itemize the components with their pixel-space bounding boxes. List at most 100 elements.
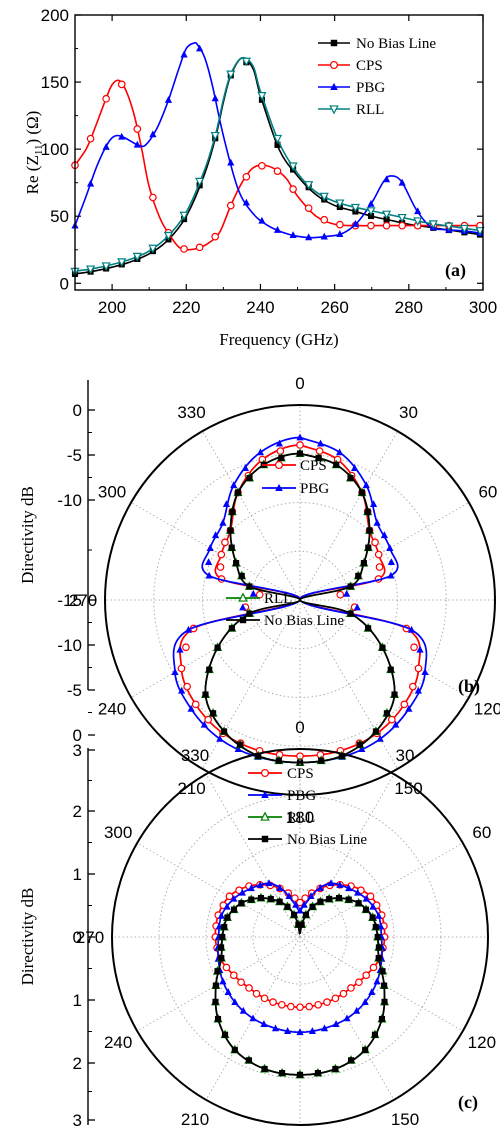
data-point <box>216 563 225 571</box>
panel-c: 03060901201501802102402703003303210123Di… <box>18 718 496 1126</box>
data-point <box>354 888 362 896</box>
data-point <box>148 244 158 254</box>
data-point <box>226 70 236 80</box>
data-point <box>369 902 377 910</box>
data-point <box>206 544 214 552</box>
data-point <box>273 167 282 175</box>
data-point <box>267 895 274 903</box>
data-point <box>369 500 378 508</box>
data-point <box>295 921 302 928</box>
data-point <box>210 710 217 717</box>
legend-marker <box>239 616 247 624</box>
data-point <box>276 883 284 891</box>
legend-marker <box>261 835 269 843</box>
legend: No Bias Line CPS PBG RLL <box>318 36 436 118</box>
data-point <box>212 998 219 1005</box>
data-point <box>233 560 240 567</box>
data-point <box>216 734 224 742</box>
angle-label: 60 <box>478 483 497 502</box>
data-point <box>367 221 375 230</box>
data-point <box>224 914 231 921</box>
data-point <box>231 1046 238 1053</box>
data-point <box>347 474 354 482</box>
grid-spoke <box>205 936 301 1101</box>
data-point <box>273 226 282 233</box>
legend-label: PBG <box>287 788 316 804</box>
data-point <box>222 500 231 508</box>
data-point <box>214 644 221 651</box>
outer-circle <box>111 748 489 1126</box>
data-point <box>296 759 304 766</box>
data-point <box>227 527 234 534</box>
data-point <box>117 80 126 89</box>
data-point <box>386 544 394 552</box>
y-axis-label: Re (Z11) (Ω) <box>23 111 45 195</box>
data-point <box>335 894 343 902</box>
grid-spoke <box>136 936 301 1032</box>
radial-tick-label: 1 <box>73 865 82 884</box>
legend-label: No Bias Line <box>356 36 436 52</box>
data-point <box>191 700 200 709</box>
data-point <box>373 518 381 526</box>
angle-label: 0 <box>295 718 304 737</box>
data-point <box>226 201 235 210</box>
data-point <box>258 216 266 224</box>
data-point <box>133 140 141 148</box>
grid-spoke <box>299 773 395 938</box>
y-axis-label: Directivity dB <box>18 486 37 584</box>
angle-label: 300 <box>104 823 132 842</box>
data-point <box>381 998 388 1005</box>
data-point <box>391 691 398 698</box>
data-point <box>195 243 204 252</box>
radial-tick-label: 2 <box>73 1054 82 1073</box>
legend-marker <box>260 811 270 821</box>
data-point <box>176 645 184 653</box>
grid-spoke <box>205 773 301 938</box>
data-point <box>332 1065 339 1073</box>
data-point <box>204 715 213 724</box>
data-point <box>234 489 242 496</box>
data-point <box>387 666 394 673</box>
data-point <box>285 892 293 900</box>
data-point <box>350 203 361 213</box>
grid-spoke <box>299 842 464 938</box>
data-point <box>255 752 262 760</box>
y-label-post: ) (Ω) <box>23 111 42 145</box>
data-point <box>101 262 111 272</box>
y-axis-label: Directivity dB <box>18 888 37 986</box>
data-point <box>275 439 284 447</box>
legend-marker <box>330 82 338 91</box>
data-point <box>387 558 395 566</box>
x-axis-label: Frequency (GHz) <box>219 330 338 349</box>
data-point <box>355 978 363 987</box>
radial-tick-label: 0 <box>73 928 82 947</box>
grid-spoke <box>299 502 470 601</box>
data-point <box>366 527 373 534</box>
radial-tick-label: 0 <box>73 401 82 420</box>
radial-tick-label: -5 <box>67 446 82 465</box>
legend-marker <box>260 768 270 778</box>
data-point <box>163 231 174 241</box>
legend-label: PBG <box>300 481 329 497</box>
data-point <box>332 1020 340 1028</box>
data-point <box>202 691 209 698</box>
data-point <box>336 590 345 599</box>
data-point <box>383 216 390 223</box>
data-point <box>221 1031 229 1038</box>
data-point <box>236 741 244 748</box>
angle-label: 210 <box>181 1110 209 1126</box>
data-point <box>255 590 264 599</box>
data-point <box>102 143 110 150</box>
data-point <box>249 1014 257 1022</box>
data-point <box>414 664 423 673</box>
x-tick-label: 200 <box>98 298 126 317</box>
x-tick-label: 220 <box>172 298 200 317</box>
data-point <box>296 898 304 907</box>
legend-label: CPS <box>300 458 327 474</box>
grid-spoke <box>136 842 301 938</box>
data-point <box>86 134 95 143</box>
data-point <box>320 1024 329 1032</box>
data-point <box>382 221 391 230</box>
data-point <box>221 728 228 735</box>
